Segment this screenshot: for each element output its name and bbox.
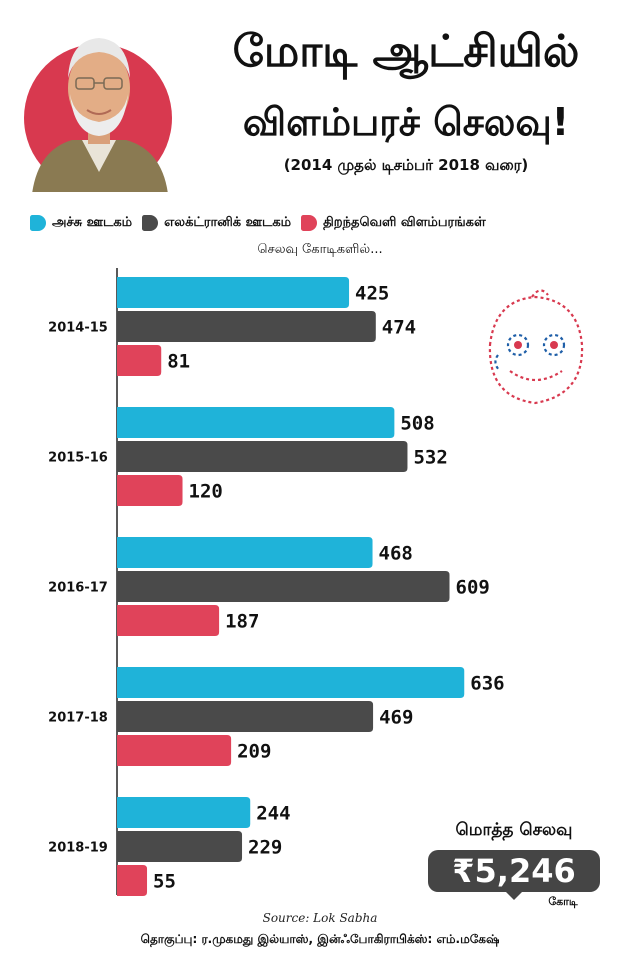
bar-value-label: 609 [456,577,490,599]
total-title: மொத்த செலவு [455,820,573,840]
bar-value-label: 532 [413,447,447,469]
bar-value-label: 209 [237,741,271,763]
portrait-photo [24,22,174,192]
bar [117,735,232,766]
bar [117,571,450,602]
credits: தொகுப்பு: ர.முகமது இல்யாஸ், இன்ஃபோகிராபி… [140,932,500,946]
bar [117,605,220,636]
page-title-line2: விளம்பரச் செலவு! [242,100,570,144]
legend-label-outdoor: திறந்தவெளி விளம்பரங்கள் [323,215,486,230]
bar [117,311,376,342]
bar-value-label: 425 [355,283,389,305]
legend-swatch-outdoor [301,215,318,231]
total-value: ₹5,246 [452,852,576,890]
category-label: 2018-19 [48,841,108,856]
unit-label: செலவு கோடிகளில்... [257,242,383,257]
bar-value-label: 81 [167,351,190,373]
cartoon-face-icon [488,289,584,405]
page-subtitle: (2014 முதல் டிசம்பர் 2018 வரை) [283,156,529,174]
bar-value-label: 120 [189,481,223,503]
bar-value-label: 55 [153,871,176,893]
page-title: மோடி ஆட்சியில் [232,26,580,77]
bar-value-label: 244 [256,803,290,825]
chart-legend: அச்சு ஊடகம் எலக்ட்ரானிக் ஊடகம் திறந்தவெள… [30,212,630,234]
bar [117,537,373,568]
bar [117,865,148,896]
bar-value-label: 468 [379,543,413,565]
legend-swatch-print [30,215,46,231]
category-label: 2014-15 [48,321,108,336]
bar-value-label: 474 [382,317,416,339]
bar [117,407,395,438]
bar-value-label: 508 [400,413,434,435]
bar-value-label: 636 [470,673,504,695]
bar-value-label: 187 [225,611,259,633]
bar [117,345,162,376]
bar [117,701,374,732]
bar [117,797,251,828]
legend-label-print: அச்சு ஊடகம் [52,215,133,230]
bar [117,831,243,862]
total-unit: கோடி [548,895,578,908]
bar [117,667,465,698]
legend-item-outdoor: திறந்தவெளி விளம்பரங்கள் [301,215,486,231]
legend-item-electronic: எலக்ட்ரானிக் ஊடகம் [142,215,291,231]
category-label: 2017-18 [48,711,108,726]
bar [117,475,183,506]
legend-label-electronic: எலக்ட்ரானிக் ஊடகம் [164,215,292,230]
bar-value-label: 229 [248,837,282,859]
bar [117,441,408,472]
category-label: 2016-17 [48,581,108,596]
total-pointer [505,891,523,900]
source-note: Source: Lok Sabha [262,911,378,925]
legend-swatch-electronic [142,215,159,231]
total-value-box: ₹5,246 [428,850,600,892]
legend-item-print: அச்சு ஊடகம் [30,215,132,231]
bar [117,277,350,308]
bar-value-label: 469 [379,707,413,729]
category-label: 2015-16 [48,451,108,466]
portrait-figure-icon [32,38,168,192]
